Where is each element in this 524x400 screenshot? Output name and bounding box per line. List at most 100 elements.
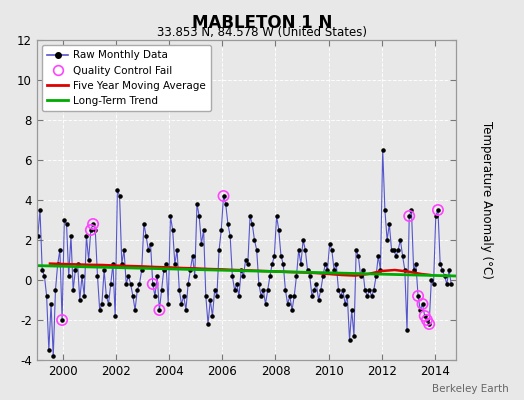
Point	[80, 293, 89, 299]
Point	[73, 261, 82, 267]
Point	[392, 253, 400, 259]
Point	[264, 287, 272, 293]
Point	[423, 317, 431, 323]
Point	[42, 293, 51, 299]
Point	[387, 247, 396, 253]
Point	[409, 267, 418, 273]
Point	[421, 313, 429, 319]
Point	[235, 293, 243, 299]
Point	[62, 221, 71, 227]
Point	[197, 241, 205, 247]
Point	[153, 273, 161, 279]
Point	[246, 213, 254, 219]
Point	[332, 261, 341, 267]
Point	[193, 201, 201, 207]
Point	[195, 213, 203, 219]
Point	[432, 213, 440, 219]
Point	[389, 247, 398, 253]
Point	[226, 233, 234, 239]
Point	[356, 273, 365, 279]
Point	[191, 273, 199, 279]
Point	[168, 227, 177, 233]
Point	[160, 267, 168, 273]
Point	[113, 187, 122, 193]
Point	[345, 337, 354, 343]
Point	[272, 213, 281, 219]
Point	[206, 297, 214, 303]
Point	[383, 237, 391, 243]
Point	[321, 261, 330, 267]
Point	[323, 267, 332, 273]
Point	[75, 297, 84, 303]
Point	[244, 261, 252, 267]
Point	[259, 287, 268, 293]
Point	[166, 213, 174, 219]
Point	[242, 257, 250, 263]
Point	[394, 247, 402, 253]
Point	[350, 333, 358, 339]
Point	[149, 281, 157, 287]
Point	[51, 287, 60, 293]
Point	[45, 347, 53, 353]
Point	[361, 287, 369, 293]
Point	[142, 233, 150, 239]
Point	[211, 287, 219, 293]
Point	[314, 297, 323, 303]
Point	[115, 193, 124, 199]
Point	[299, 237, 307, 243]
Point	[308, 293, 316, 299]
Point	[378, 147, 387, 153]
Point	[86, 227, 95, 233]
Point	[418, 301, 427, 307]
Point	[173, 247, 181, 253]
Point	[117, 261, 126, 267]
Point	[146, 241, 155, 247]
Point	[301, 247, 310, 253]
Point	[111, 313, 119, 319]
Point	[64, 273, 73, 279]
Point	[405, 213, 413, 219]
Point	[443, 281, 451, 287]
Point	[343, 293, 352, 299]
Point	[213, 293, 221, 299]
Point	[102, 293, 111, 299]
Point	[330, 267, 338, 273]
Point	[363, 293, 372, 299]
Point	[281, 287, 290, 293]
Point	[126, 281, 135, 287]
Point	[257, 293, 265, 299]
Point	[365, 287, 374, 293]
Point	[47, 301, 55, 307]
Point	[204, 321, 212, 327]
Point	[215, 247, 223, 253]
Point	[396, 237, 405, 243]
Point	[312, 281, 321, 287]
Point	[270, 253, 279, 259]
Point	[233, 281, 241, 287]
Point	[275, 227, 283, 233]
Point	[374, 253, 383, 259]
Point	[228, 273, 236, 279]
Point	[164, 301, 172, 307]
Point	[316, 287, 325, 293]
Point	[49, 353, 58, 359]
Point	[354, 253, 363, 259]
Point	[202, 293, 210, 299]
Point	[222, 201, 230, 207]
Point	[86, 227, 95, 233]
Point	[38, 267, 47, 273]
Point	[294, 247, 303, 253]
Point	[288, 307, 296, 313]
Point	[131, 307, 139, 313]
Point	[425, 321, 433, 327]
Point	[418, 301, 427, 307]
Point	[140, 221, 148, 227]
Point	[155, 307, 163, 313]
Point	[305, 273, 314, 279]
Point	[157, 287, 166, 293]
Point	[93, 273, 102, 279]
Point	[89, 221, 97, 227]
Point	[177, 301, 185, 307]
Point	[398, 253, 407, 259]
Point	[268, 261, 276, 267]
